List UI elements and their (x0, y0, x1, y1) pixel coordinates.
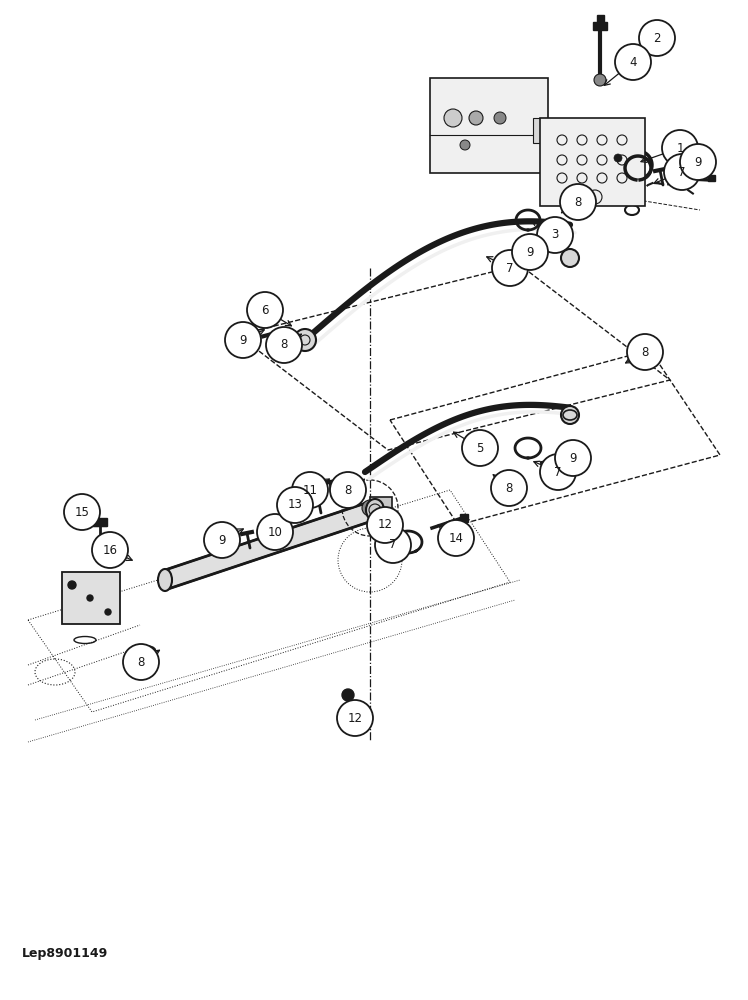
Circle shape (561, 406, 579, 424)
Text: 9: 9 (694, 155, 702, 168)
Circle shape (594, 74, 606, 86)
Bar (536, 259, 542, 265)
Circle shape (615, 44, 651, 80)
Text: 12: 12 (348, 712, 363, 724)
Circle shape (555, 440, 591, 476)
Text: 9: 9 (527, 245, 534, 258)
Text: 15: 15 (75, 506, 90, 518)
Circle shape (68, 581, 76, 589)
Bar (528, 245, 535, 251)
Circle shape (257, 514, 293, 550)
Text: 8: 8 (344, 484, 352, 496)
Text: 11: 11 (302, 484, 317, 496)
Text: 12: 12 (378, 518, 393, 532)
Text: 13: 13 (287, 498, 302, 512)
Circle shape (639, 20, 675, 56)
Circle shape (330, 472, 366, 508)
Circle shape (444, 109, 462, 127)
Text: 9: 9 (239, 334, 247, 347)
Circle shape (92, 532, 128, 568)
Circle shape (512, 234, 548, 270)
Circle shape (494, 112, 506, 124)
Circle shape (64, 494, 100, 530)
Circle shape (342, 689, 354, 701)
Bar (430, 78, 548, 173)
Text: 16: 16 (102, 544, 117, 556)
Circle shape (292, 472, 328, 508)
Circle shape (367, 507, 403, 543)
Polygon shape (165, 500, 375, 590)
Text: 6: 6 (261, 304, 269, 316)
Text: 8: 8 (280, 338, 288, 352)
Text: 7: 7 (554, 466, 562, 479)
Circle shape (560, 184, 596, 220)
Text: 7: 7 (678, 165, 686, 178)
Circle shape (680, 144, 716, 180)
Text: Lep8901149: Lep8901149 (22, 947, 108, 960)
Bar (460, 514, 468, 521)
Circle shape (462, 430, 498, 466)
Text: 9: 9 (569, 452, 577, 464)
Circle shape (204, 522, 240, 558)
Text: 5: 5 (476, 442, 484, 454)
Circle shape (337, 700, 373, 736)
Text: 4: 4 (629, 55, 637, 68)
Text: 7: 7 (389, 538, 396, 552)
Circle shape (664, 154, 700, 190)
Circle shape (614, 154, 622, 162)
Circle shape (375, 527, 411, 563)
Circle shape (294, 329, 316, 351)
Text: 8: 8 (506, 482, 512, 494)
Bar (597, 15, 604, 23)
Circle shape (491, 470, 527, 506)
Text: 1: 1 (676, 141, 684, 154)
Circle shape (105, 609, 111, 615)
Circle shape (123, 644, 159, 680)
Text: 2: 2 (653, 31, 660, 44)
Circle shape (627, 334, 663, 370)
Bar (708, 175, 715, 181)
Circle shape (438, 520, 474, 556)
Circle shape (537, 217, 573, 253)
Circle shape (460, 140, 470, 150)
Text: 8: 8 (641, 346, 649, 359)
Circle shape (266, 327, 302, 363)
Text: 10: 10 (268, 526, 283, 538)
Ellipse shape (366, 499, 384, 521)
Circle shape (540, 454, 576, 490)
Circle shape (561, 249, 579, 267)
Circle shape (362, 500, 378, 516)
Circle shape (247, 292, 283, 328)
Text: 3: 3 (551, 229, 559, 241)
Text: 7: 7 (506, 261, 514, 274)
Bar (540, 118, 645, 206)
Bar (593, 22, 607, 30)
Circle shape (87, 595, 93, 601)
Bar (370, 497, 392, 523)
Ellipse shape (158, 569, 172, 591)
Text: 14: 14 (449, 532, 464, 544)
Circle shape (225, 322, 261, 358)
Bar (533, 118, 548, 143)
Text: 8: 8 (138, 656, 144, 668)
Circle shape (492, 250, 528, 286)
Circle shape (662, 130, 698, 166)
Bar (93, 518, 107, 526)
Text: 8: 8 (574, 196, 582, 209)
Text: 9: 9 (218, 534, 226, 546)
Circle shape (469, 111, 483, 125)
Circle shape (277, 487, 313, 523)
Bar (62, 572, 120, 624)
